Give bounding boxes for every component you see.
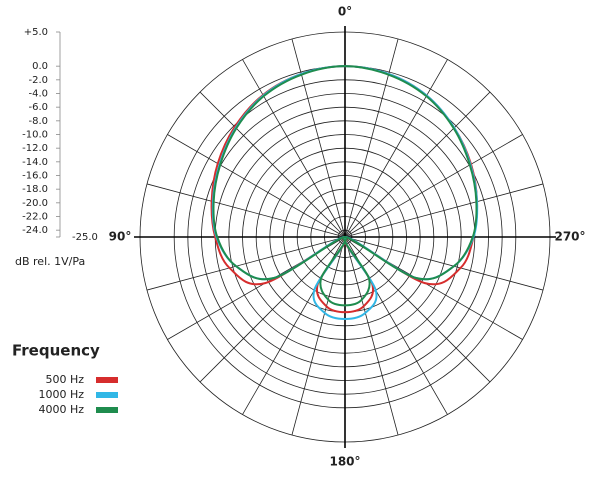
radial-tick-label: -4.0 <box>28 89 48 100</box>
legend-swatch <box>96 407 118 413</box>
legend-swatch <box>96 392 118 398</box>
radial-tick-label: -8.0 <box>28 116 48 127</box>
angle-tick-label: 90° <box>109 230 132 244</box>
radial-tick-label: -2.0 <box>28 75 48 86</box>
radial-tick-label: -10.0 <box>22 130 48 141</box>
legend-swatch <box>96 377 118 383</box>
legend-label: 500 Hz <box>45 373 84 386</box>
radial-tick-label: -18.0 <box>22 184 48 195</box>
angle-tick-label: 270° <box>554 230 585 244</box>
legend-label: 1000 Hz <box>38 388 84 401</box>
radial-tick-label: -16.0 <box>22 171 48 182</box>
polar-curve <box>212 65 478 307</box>
radial-tick-label: -24.0 <box>22 225 48 236</box>
angle-tick-label: 180° <box>329 455 360 469</box>
angle-tick-label: 0° <box>338 5 352 19</box>
radial-tick-label: -22.0 <box>22 212 48 223</box>
radial-tick-label: -12.0 <box>22 143 48 154</box>
legend-label: 4000 Hz <box>38 403 84 416</box>
radial-axis-label: dB rel. 1V/Pa <box>15 255 85 268</box>
legend-title: Frequency <box>12 342 100 360</box>
radial-tick-label: +5.0 <box>24 27 48 38</box>
radial-tick-label: -25.0 <box>72 232 98 243</box>
radial-tick-label: -6.0 <box>28 102 48 113</box>
radial-tick-label: 0.0 <box>32 61 48 72</box>
radial-tick-label: -14.0 <box>22 157 48 168</box>
radial-tick-label: -20.0 <box>22 198 48 209</box>
